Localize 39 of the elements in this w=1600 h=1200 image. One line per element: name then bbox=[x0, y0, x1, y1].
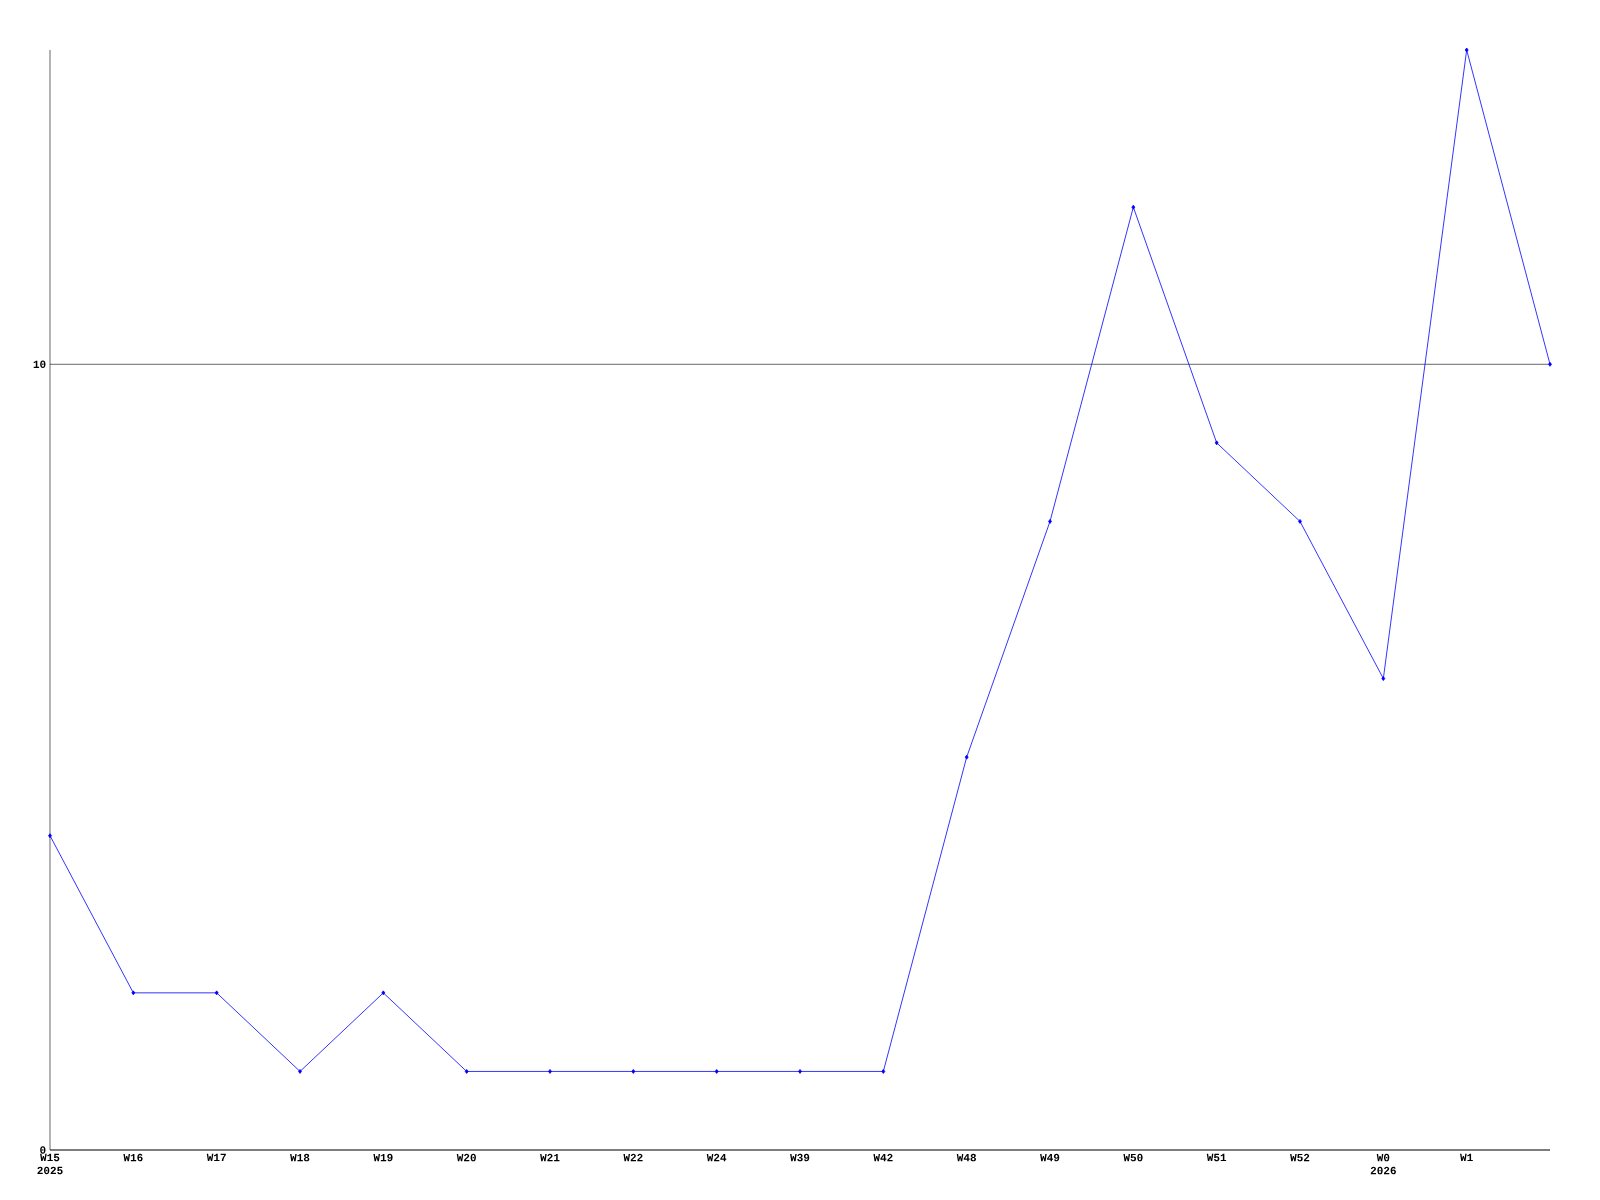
point bbox=[214, 990, 219, 996]
point bbox=[631, 1069, 636, 1074]
point bbox=[964, 754, 969, 760]
x-tick-label: W18 bbox=[290, 1153, 310, 1162]
point bbox=[1298, 519, 1302, 524]
point bbox=[1381, 676, 1386, 681]
x-tick-label: W48 bbox=[956, 1153, 976, 1162]
x-tick-label: W24 bbox=[706, 1153, 727, 1162]
point bbox=[881, 1069, 886, 1074]
x-tick-label: W19 bbox=[373, 1153, 393, 1162]
x-tick-label: W20 bbox=[456, 1153, 476, 1162]
y-tick-label: 0 bbox=[40, 1146, 46, 1154]
point bbox=[1048, 519, 1052, 524]
x-tick-label: W51 bbox=[1206, 1153, 1227, 1162]
point bbox=[1131, 204, 1136, 210]
point bbox=[298, 1069, 302, 1074]
x-tick-label: W17 bbox=[206, 1153, 226, 1162]
x-tick-label: W22 bbox=[623, 1153, 643, 1162]
point bbox=[381, 990, 386, 996]
x-tick-label: W15 2025 bbox=[37, 1153, 63, 1175]
x-tick-label: W52 bbox=[1290, 1153, 1310, 1162]
point bbox=[1214, 440, 1219, 446]
x-tick-label: W50 bbox=[1123, 1153, 1143, 1162]
x-tick-label: W21 bbox=[540, 1153, 560, 1162]
point bbox=[464, 1069, 469, 1074]
point bbox=[1464, 47, 1469, 53]
point bbox=[48, 833, 52, 839]
x-tick-label: W1 bbox=[1460, 1153, 1473, 1162]
x-tick-label: W42 bbox=[873, 1153, 893, 1162]
point bbox=[131, 990, 136, 996]
point bbox=[714, 1069, 719, 1074]
y-tick-label: 10 bbox=[33, 360, 46, 369]
point bbox=[548, 1069, 552, 1074]
x-tick-label: W16 bbox=[123, 1153, 143, 1162]
x-tick-label: W39 bbox=[790, 1153, 810, 1162]
point bbox=[1548, 361, 1552, 367]
point bbox=[798, 1069, 802, 1074]
x-tick-label: W49 bbox=[1040, 1153, 1060, 1162]
x-tick-label: W0 2026 bbox=[1370, 1153, 1396, 1175]
